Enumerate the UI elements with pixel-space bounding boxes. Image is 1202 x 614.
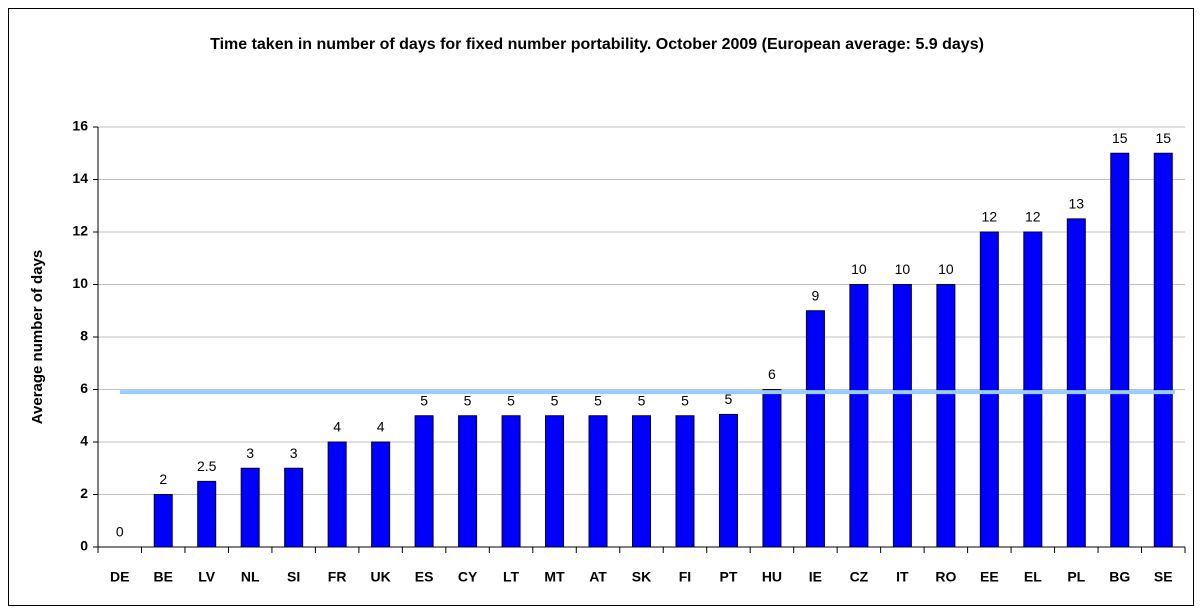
data-label: 12 [1025,209,1041,225]
x-tick-label: LV [198,569,216,585]
data-label: 2.5 [197,458,217,474]
bar [197,480,217,548]
data-label: 3 [290,445,298,461]
bar [675,415,695,548]
bar [284,467,304,548]
bar [632,415,651,548]
data-label: 0 [116,524,124,540]
x-tick-label: RO [935,569,956,585]
bar [414,415,434,548]
bar [153,494,173,548]
y-tick-label: 4 [80,433,88,449]
y-tick-label: 12 [72,223,88,239]
x-tick-label: BG [1109,569,1130,585]
data-label: 5 [594,392,602,408]
data-label: 10 [851,261,867,277]
x-tick-label: SI [287,569,300,585]
bar [805,310,825,548]
x-tick-label: EL [1024,569,1042,585]
data-label: 10 [895,261,911,277]
bar [588,415,608,548]
x-tick-label: CY [458,569,478,585]
x-tick-label: SK [632,569,651,585]
bar [979,231,999,548]
bar [1110,152,1130,548]
bar [936,284,956,548]
y-tick-label: 0 [80,538,88,554]
y-tick-label: 10 [72,275,88,291]
data-label: 9 [812,287,820,303]
x-tick-label: LT [503,569,520,585]
data-label: 5 [638,392,646,408]
x-tick-label: PL [1067,569,1085,585]
data-label: 4 [377,419,385,435]
bar [501,415,521,548]
data-label: 6 [768,366,776,382]
bar [1153,152,1173,548]
data-label: 5 [681,392,689,408]
y-axis-label: Average number of days [29,250,46,425]
y-tick-label: 8 [80,328,88,344]
x-tick-label: EE [980,569,999,585]
bar [240,467,260,548]
x-tick-label: FR [328,569,347,585]
bar [762,389,782,548]
x-tick-label: AT [589,569,607,585]
bar [458,415,478,548]
data-label: 5 [420,392,428,408]
data-label: 12 [982,209,998,225]
data-label: 5 [464,392,472,408]
y-tick-label: 16 [72,118,88,134]
bar [1066,218,1086,548]
data-label: 2 [159,471,167,487]
data-label: 15 [1112,130,1128,146]
x-tick-label: IE [809,569,822,585]
data-label: 5 [551,392,559,408]
data-label: 5 [725,391,733,407]
x-tick-label: FI [679,569,691,585]
data-label: 10 [938,261,954,277]
y-tick-label: 14 [72,170,88,186]
x-tick-label: BE [153,569,172,585]
data-label: 5 [507,392,515,408]
bar [1023,231,1043,548]
x-tick-label: UK [371,569,391,585]
x-tick-label: DE [110,569,129,585]
data-label: 15 [1155,130,1171,146]
y-tick-label: 2 [80,485,88,501]
x-tick-label: HU [762,569,782,585]
x-tick-label: MT [544,569,565,585]
bar [849,284,869,548]
bar [327,441,347,548]
bar [892,284,912,548]
bar [371,441,391,548]
x-tick-label: PT [720,569,738,585]
data-label: 13 [1069,196,1085,212]
x-tick-label: SE [1154,569,1173,585]
x-tick-label: CZ [850,569,869,585]
data-label: 3 [246,445,254,461]
x-tick-label: ES [415,569,434,585]
chart-title: Time taken in number of days for fixed n… [210,36,984,53]
y-tick-label: 6 [80,380,88,396]
x-tick-label: IT [896,569,909,585]
bar [718,413,738,548]
x-tick-label: NL [241,569,260,585]
data-label: 4 [333,419,341,435]
bar [545,415,565,548]
